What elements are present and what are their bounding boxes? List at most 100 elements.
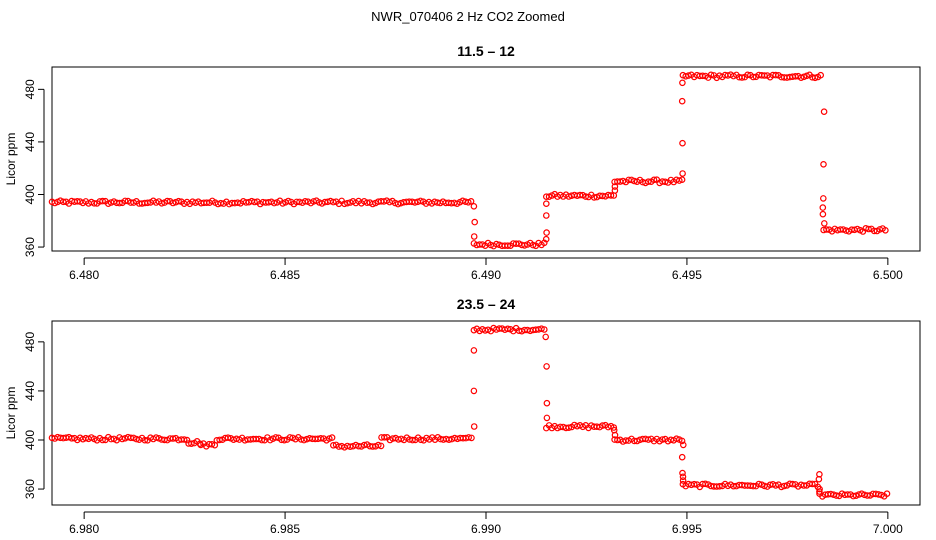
data-point <box>707 71 715 79</box>
data-point <box>590 194 598 201</box>
data-point <box>679 477 687 484</box>
data-point <box>394 200 402 208</box>
data-point <box>849 492 857 500</box>
data-point <box>659 436 666 443</box>
data-point <box>74 198 81 205</box>
data-point <box>650 176 658 184</box>
data-point <box>68 434 76 442</box>
data-point <box>865 225 872 233</box>
data-point <box>543 363 550 370</box>
data-point <box>152 434 160 441</box>
data-point <box>679 469 686 477</box>
data-point <box>468 434 475 442</box>
data-point <box>699 72 706 80</box>
data-point <box>622 437 630 444</box>
data-point <box>819 195 827 202</box>
data-point <box>280 436 288 444</box>
data-point <box>611 187 619 194</box>
data-point <box>800 482 808 489</box>
data-point <box>344 199 351 207</box>
data-point <box>817 71 825 79</box>
data-point <box>251 198 258 206</box>
data-point <box>819 204 827 211</box>
data-point <box>141 436 149 444</box>
data-point <box>169 435 177 442</box>
data-point <box>99 197 106 205</box>
data-series <box>48 324 891 500</box>
data-point <box>673 435 680 443</box>
data-point <box>755 480 763 488</box>
data-point <box>465 434 473 441</box>
data-point <box>493 240 500 248</box>
data-point <box>286 434 294 441</box>
x-tick-label: 6.500 <box>873 268 903 282</box>
data-point <box>542 333 550 341</box>
data-point <box>409 436 416 444</box>
x-tick-label: 6.490 <box>471 268 501 282</box>
data-point <box>839 226 847 233</box>
data-point <box>679 79 686 87</box>
data-point <box>611 183 619 190</box>
data-point <box>679 170 686 177</box>
data-point <box>565 424 573 432</box>
data-point <box>346 443 354 451</box>
data-point <box>882 227 889 234</box>
data-point <box>470 347 478 354</box>
y-tick-label: 360 <box>23 479 37 499</box>
data-point <box>417 197 424 205</box>
data-point <box>864 492 871 499</box>
data-point <box>445 436 453 444</box>
x-tick-label: 6.495 <box>672 268 702 282</box>
data-point <box>816 485 823 493</box>
data-point <box>543 399 551 407</box>
y-axis-label: Licor ppm <box>4 387 18 440</box>
data-point <box>744 71 751 79</box>
y-tick-label: 480 <box>23 332 37 352</box>
data-point <box>823 226 830 233</box>
data-point <box>470 233 478 240</box>
data-point <box>543 414 551 422</box>
plot-frame <box>51 66 921 252</box>
data-point <box>772 482 780 489</box>
data-point <box>529 241 537 249</box>
data-point <box>792 73 799 80</box>
data-point <box>300 436 308 444</box>
data-point <box>789 480 796 488</box>
data-point <box>844 491 852 498</box>
data-point <box>301 198 309 205</box>
data-point <box>538 325 545 333</box>
data-point <box>749 482 757 490</box>
data-point <box>816 488 823 495</box>
data-point <box>116 199 123 207</box>
data-point <box>576 191 584 199</box>
data-point <box>542 235 550 243</box>
data-point <box>380 433 388 441</box>
figure-title: NWR_070406 2 Hz CO2 Zoomed <box>371 9 565 24</box>
data-point <box>121 197 129 205</box>
data-point <box>690 480 698 488</box>
data-point <box>470 203 478 210</box>
data-point <box>607 192 615 199</box>
data-point <box>467 198 475 205</box>
data-point <box>99 436 106 444</box>
data-point <box>158 200 166 207</box>
data-point <box>678 97 686 105</box>
data-point <box>599 422 606 429</box>
x-tick-label: 6.480 <box>69 268 99 282</box>
data-point <box>644 436 652 443</box>
data-point <box>679 473 687 481</box>
data-point <box>169 199 177 207</box>
x-tick-label: 6.485 <box>270 268 300 282</box>
data-point <box>661 178 669 186</box>
data-point <box>820 220 828 227</box>
y-axis-label: Licor ppm <box>4 133 18 186</box>
data-point <box>377 442 385 450</box>
data-point <box>675 177 683 184</box>
y-tick-label: 440 <box>23 132 37 152</box>
data-point <box>808 480 816 488</box>
y-tick-label: 400 <box>23 184 37 204</box>
data-point <box>119 435 126 443</box>
panel-title: 23.5 – 24 <box>457 296 516 312</box>
data-point <box>833 492 840 499</box>
